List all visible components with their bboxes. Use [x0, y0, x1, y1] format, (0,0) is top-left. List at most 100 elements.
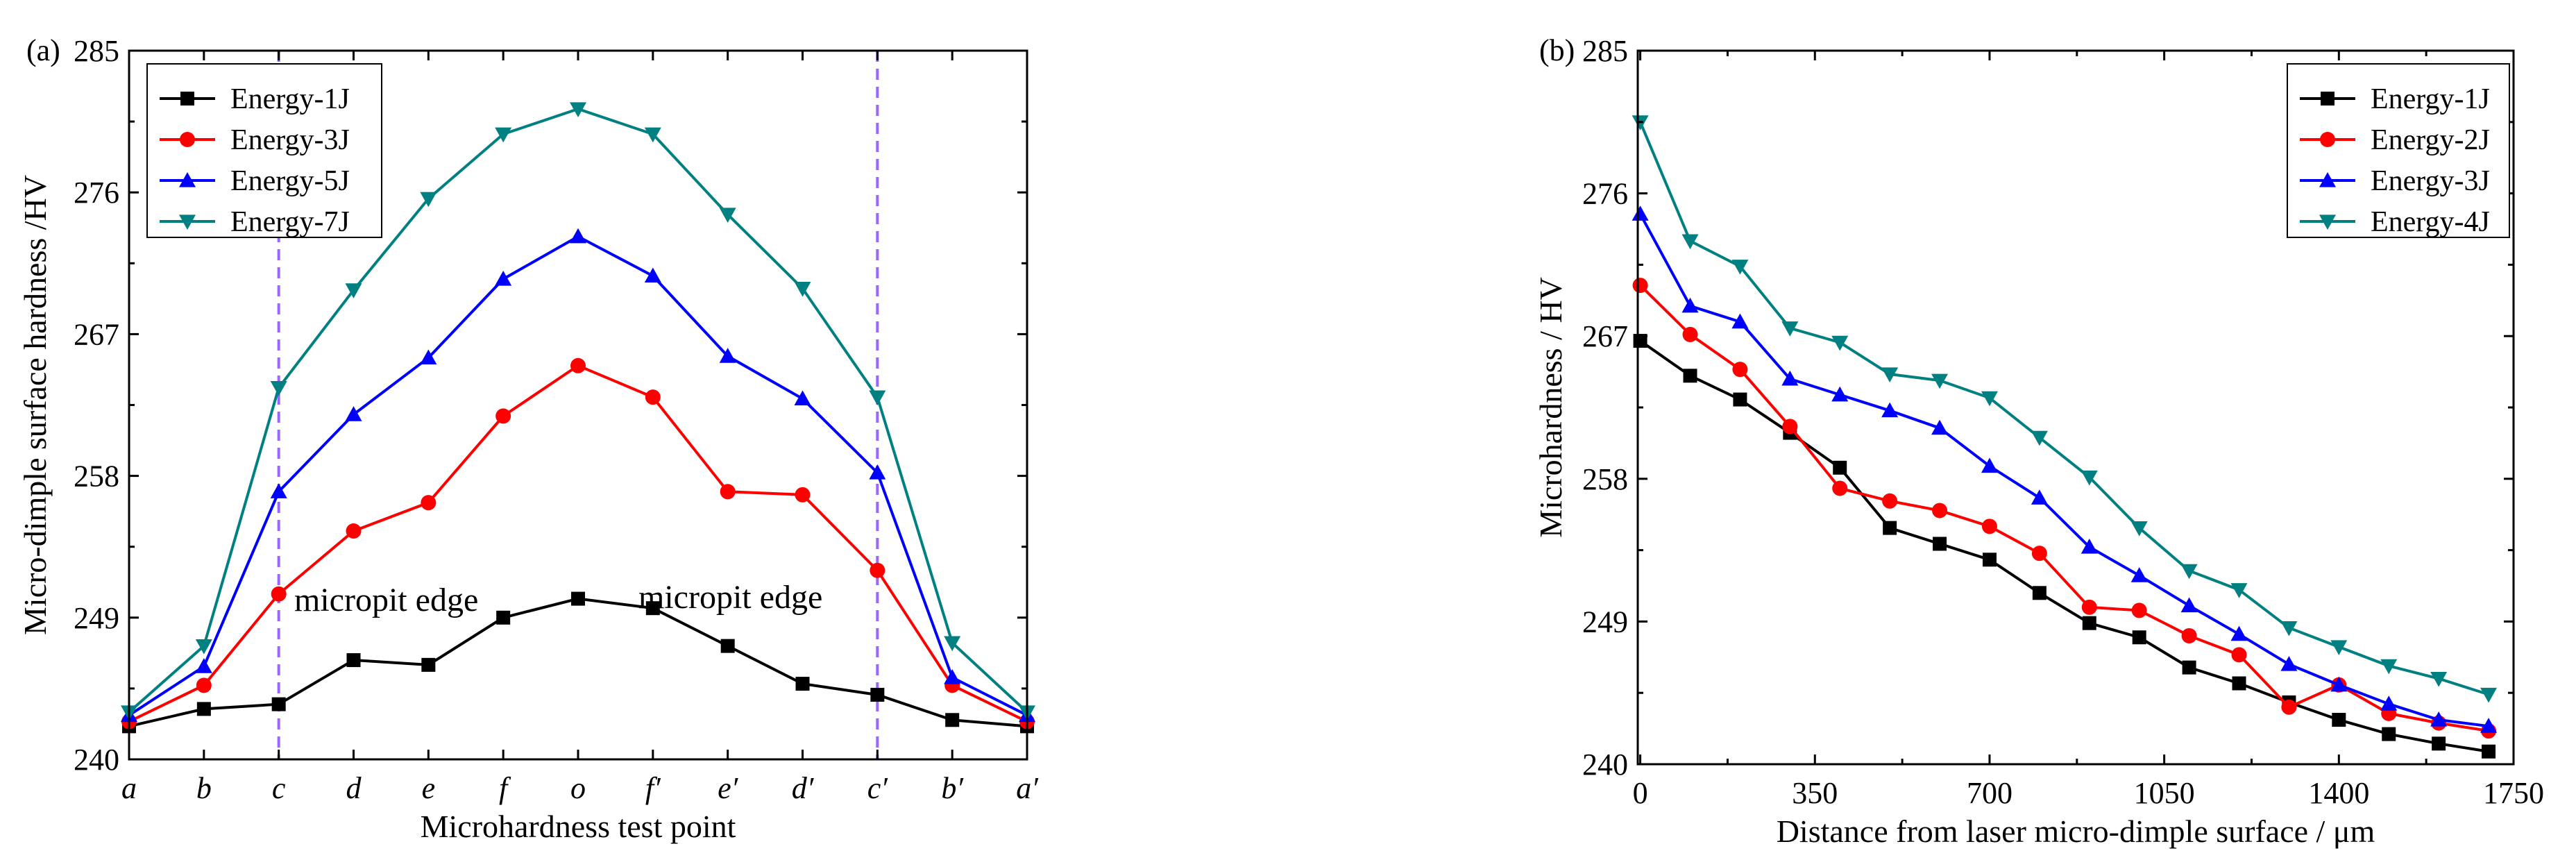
x-axis-label: Microhardness test point — [421, 809, 736, 844]
data-point — [2081, 599, 2097, 615]
data-point — [1682, 326, 1698, 342]
y-tick-label: 276 — [1582, 177, 1628, 211]
data-point — [420, 192, 437, 208]
data-point — [795, 677, 810, 691]
data-point — [2032, 586, 2047, 600]
data-point — [1932, 503, 1948, 518]
data-point — [2131, 602, 2147, 618]
data-point — [271, 697, 286, 711]
data-point — [420, 349, 437, 365]
data-point — [2432, 736, 2446, 751]
y-tick-label: 267 — [74, 317, 119, 351]
x-axis-label: Distance from laser micro-dimple surface… — [1777, 813, 2375, 849]
series-line — [128, 235, 1028, 717]
data-point — [2230, 583, 2248, 598]
data-point — [795, 487, 811, 503]
series-energy-7j — [121, 102, 1035, 720]
legend-label: Energy-3J — [2371, 165, 2490, 197]
data-point — [345, 406, 362, 421]
legend-entry: Energy-5J — [160, 165, 350, 197]
data-point — [644, 127, 661, 143]
data-point — [2430, 711, 2448, 727]
data-point — [1732, 362, 1748, 378]
data-point — [2181, 627, 2197, 643]
data-point — [270, 380, 287, 396]
y-tick-label: 240 — [1582, 748, 1628, 782]
series-line — [1639, 339, 2489, 753]
legend-marker — [2319, 214, 2336, 230]
data-point — [720, 484, 736, 500]
data-point — [2081, 470, 2098, 486]
legend-marker — [179, 172, 196, 187]
data-point — [1781, 321, 1799, 337]
data-point — [2232, 676, 2246, 691]
data-point — [2480, 718, 2498, 733]
panel-label: (a) — [26, 33, 60, 67]
data-point — [2182, 660, 2196, 675]
data-point — [2482, 744, 2496, 759]
data-point — [196, 702, 211, 716]
data-point — [495, 408, 511, 424]
legend: Energy-1J Energy-3J Energy-5J Energy-7J — [146, 63, 382, 238]
data-point — [719, 208, 736, 223]
legend-entry: Energy-3J — [160, 124, 350, 156]
data-point — [570, 357, 586, 373]
y-tick-label: 249 — [1582, 605, 1628, 639]
series-line — [1638, 121, 2489, 696]
data-point — [2382, 727, 2396, 741]
y-tick-label: 240 — [74, 743, 119, 777]
x-tick-label: d′ — [792, 771, 815, 805]
x-tick-label: e — [422, 771, 436, 805]
x-axis-ticks: 0 350 700 1050 1400 1750 — [1633, 51, 2544, 810]
data-point — [945, 713, 960, 727]
legend-entry: Energy-1J — [160, 83, 350, 115]
y-tick-label: 267 — [1582, 319, 1628, 353]
data-point — [870, 562, 886, 578]
data-point — [1782, 419, 1798, 435]
data-point — [2380, 659, 2398, 675]
legend-label: Energy-7J — [230, 206, 350, 238]
data-point — [794, 390, 811, 406]
data-point — [2280, 656, 2298, 671]
legend-label: Energy-3J — [230, 124, 350, 156]
legend-marker — [180, 92, 194, 106]
data-point — [2031, 430, 2048, 446]
data-point — [645, 389, 661, 405]
legend-label: Energy-2J — [2371, 124, 2490, 156]
x-tick-label: e′ — [718, 771, 739, 805]
data-point — [1831, 386, 1849, 402]
annotation-micropit-edge: micropit edge — [294, 582, 478, 618]
y-axis-label: Micro-dimple surface hardness /HV — [17, 175, 53, 635]
data-point — [2231, 647, 2247, 663]
y-axis-ticks: 240 249 258 267 276 285 — [1582, 34, 2514, 782]
y-axis-label: Microhardness / HV — [1533, 277, 1568, 538]
data-point — [1681, 234, 1699, 250]
series-line — [128, 597, 1028, 728]
series-energy-4j — [1632, 115, 2498, 703]
x-tick-label: c — [272, 771, 286, 805]
data-point — [195, 639, 212, 655]
y-tick-label: 249 — [74, 601, 119, 635]
panel-label: (b) — [1539, 33, 1575, 67]
x-axis-ticks: a b c d e f o f′ e′ d′ c′ b′ a′ — [121, 51, 1039, 805]
data-point — [719, 348, 736, 363]
data-point — [1731, 260, 1749, 275]
data-point — [421, 657, 436, 672]
series-line — [1638, 213, 2489, 728]
data-point — [1781, 370, 1799, 386]
data-point — [270, 483, 287, 498]
data-point — [495, 270, 512, 286]
series-energy-3j — [1632, 205, 2498, 733]
x-tick-label: o — [570, 771, 586, 805]
legend-label: Energy-1J — [230, 83, 350, 115]
data-point — [1931, 419, 1949, 435]
legend-label: Energy-1J — [2371, 83, 2490, 115]
series-line — [128, 364, 1028, 723]
x-tick-label: f′ — [645, 771, 661, 805]
legend-marker — [2321, 92, 2334, 106]
y-tick-label: 258 — [74, 459, 119, 494]
legend-label: Energy-4J — [2371, 206, 2490, 238]
legend: Energy-1J Energy-2J Energy-3J Energy-4J — [2287, 63, 2510, 238]
data-point — [2332, 713, 2346, 727]
legend-entry: Energy-2J — [2300, 124, 2490, 156]
